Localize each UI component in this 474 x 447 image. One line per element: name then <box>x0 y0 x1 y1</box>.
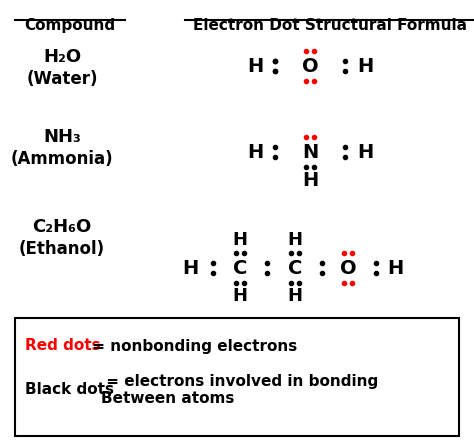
Text: H: H <box>182 258 198 278</box>
Text: Black dots: Black dots <box>25 383 114 397</box>
Text: C: C <box>233 258 247 278</box>
Text: N: N <box>302 143 318 161</box>
Text: H: H <box>233 287 247 305</box>
Text: H₂O: H₂O <box>43 48 81 66</box>
Text: H: H <box>247 143 263 161</box>
Text: (Ethanol): (Ethanol) <box>19 240 105 258</box>
Text: H: H <box>387 258 403 278</box>
FancyBboxPatch shape <box>15 318 459 436</box>
Text: H: H <box>288 287 302 305</box>
Text: H: H <box>247 56 263 76</box>
Text: (Ammonia): (Ammonia) <box>11 150 113 168</box>
Text: Red dots: Red dots <box>25 338 100 354</box>
Text: H: H <box>302 170 318 190</box>
Text: Electron Dot Structural Formula: Electron Dot Structural Formula <box>193 18 467 33</box>
Text: H: H <box>233 231 247 249</box>
Text: Compound: Compound <box>25 18 116 33</box>
Text: H: H <box>288 231 302 249</box>
Text: O: O <box>340 258 356 278</box>
Text: (Water): (Water) <box>26 70 98 88</box>
Text: C: C <box>288 258 302 278</box>
Text: = electrons involved in bonding
Between atoms: = electrons involved in bonding Between … <box>101 374 378 406</box>
Text: H: H <box>357 143 373 161</box>
Text: H: H <box>357 56 373 76</box>
Text: C₂H₆O: C₂H₆O <box>32 218 91 236</box>
Text: NH₃: NH₃ <box>43 128 81 146</box>
Text: = nonbonding electrons: = nonbonding electrons <box>87 338 297 354</box>
Text: O: O <box>301 56 319 76</box>
